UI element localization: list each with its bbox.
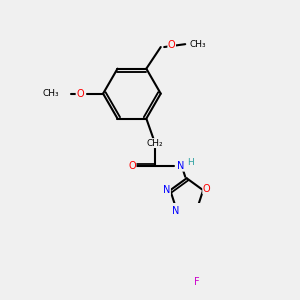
Text: O: O [203,184,210,194]
Text: N: N [172,206,179,216]
Text: CH₃: CH₃ [43,89,59,98]
Text: CH₃: CH₃ [189,40,206,49]
Text: O: O [168,40,176,50]
Text: H: H [188,158,194,167]
Text: CH₂: CH₂ [147,139,163,148]
Text: N: N [163,185,170,195]
Text: O: O [76,88,84,99]
Text: O: O [128,161,136,171]
Text: F: F [194,277,200,287]
Text: N: N [177,161,184,171]
